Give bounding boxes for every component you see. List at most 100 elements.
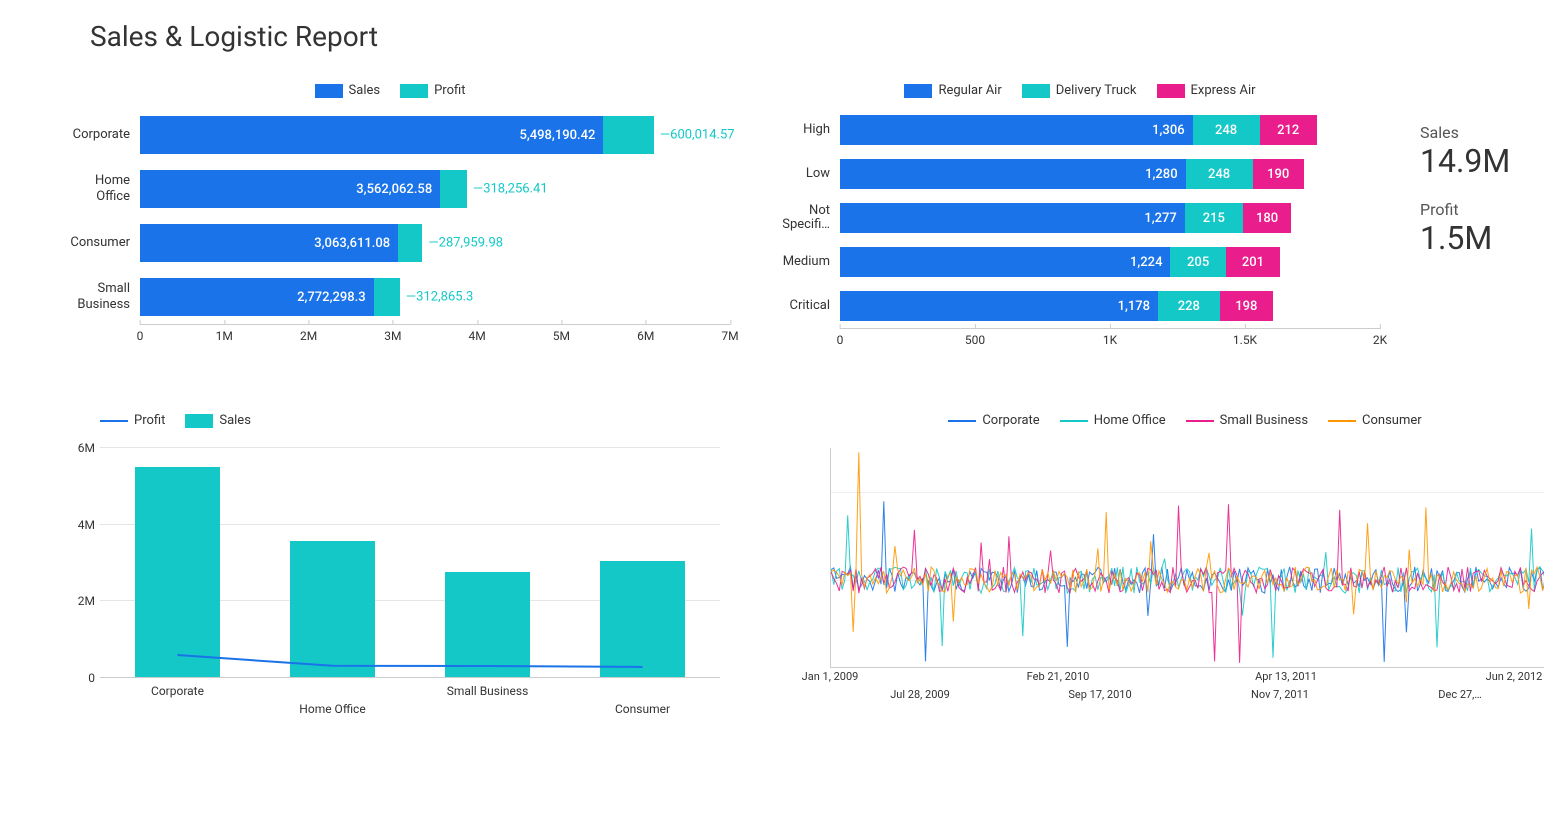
stacked-segment[interactable]: 228 xyxy=(1158,291,1220,321)
timeseries-lines xyxy=(831,448,1544,668)
legend-item[interactable]: Sales xyxy=(315,83,381,98)
legend-item[interactable]: Regular Air xyxy=(904,83,1001,98)
legend-line-swatch xyxy=(100,420,128,422)
x-tick: 1M xyxy=(216,325,233,343)
x-tick: 4M xyxy=(469,325,486,343)
kpi-value: 1.5M xyxy=(1420,219,1544,257)
legend-swatch xyxy=(1157,84,1185,98)
combo-legend: Profit Sales xyxy=(100,413,740,428)
legend-label: Delivery Truck xyxy=(1056,83,1137,98)
sales-bar[interactable]: 3,063,611.08 xyxy=(140,224,398,262)
dashboard-grid: Sales Profit Corporate 5,498,190.42 —600… xyxy=(40,83,1504,753)
legend-swatch xyxy=(904,84,932,98)
x-tick: 2M xyxy=(300,325,317,343)
legend-label: Home Office xyxy=(1094,413,1166,428)
legend-item[interactable]: Delivery Truck xyxy=(1022,83,1137,98)
x-label: Small Business xyxy=(447,684,529,698)
profit-bar[interactable] xyxy=(374,278,400,316)
stacked-segment[interactable]: 198 xyxy=(1220,291,1273,321)
stacked-segment[interactable]: 1,306 xyxy=(840,115,1193,145)
legend-item[interactable]: Consumer xyxy=(1328,413,1422,428)
profit-label: —600,014.57 xyxy=(660,128,735,143)
legend-label: Small Business xyxy=(1220,413,1308,428)
stacked-segment[interactable]: 1,224 xyxy=(840,247,1170,277)
stacked-segment[interactable]: 1,178 xyxy=(840,291,1158,321)
kpi-panel: Sales 14.9M Profit 1.5M xyxy=(1420,83,1544,393)
legend-swatch xyxy=(185,414,213,428)
legend-item[interactable]: Corporate xyxy=(948,413,1039,428)
x-label: Corporate xyxy=(151,684,204,698)
kpi-label: Sales xyxy=(1420,123,1544,142)
legend-swatch xyxy=(315,84,343,98)
x-tick: 7M xyxy=(721,325,738,343)
priority-category: Not Specifi… xyxy=(770,204,840,233)
legend-label: Sales xyxy=(219,413,251,428)
legend-item[interactable]: Small Business xyxy=(1186,413,1308,428)
kpi: Profit 1.5M xyxy=(1420,200,1544,257)
priority-category: High xyxy=(770,123,840,137)
x-label: Home Office xyxy=(299,702,365,716)
stacked-segment[interactable]: 205 xyxy=(1170,247,1225,277)
segment-chart: Sales Profit Corporate 5,498,190.42 —600… xyxy=(40,83,740,393)
profit-bar[interactable] xyxy=(440,170,467,208)
baseline xyxy=(100,677,720,678)
x-tick: Jul 28, 2009 xyxy=(890,688,950,701)
timeseries-chart: Corporate Home Office Small Business Con… xyxy=(770,413,1544,753)
segment-category: SmallBusiness xyxy=(40,281,140,312)
profit-bar[interactable] xyxy=(603,116,654,154)
x-tick: 3M xyxy=(384,325,401,343)
legend-swatch xyxy=(400,84,428,98)
priority-category: Critical xyxy=(770,299,840,313)
stacked-segment[interactable]: 212 xyxy=(1260,115,1317,145)
x-tick: Jun 2, 2012 xyxy=(1486,670,1543,683)
stacked-segment[interactable]: 201 xyxy=(1226,247,1280,277)
profit-label: —287,959.98 xyxy=(428,236,503,251)
stacked-segment[interactable]: 180 xyxy=(1243,203,1292,233)
priority-legend: Regular Air Delivery Truck Express Air xyxy=(770,83,1390,98)
legend-item[interactable]: Profit xyxy=(100,413,165,428)
stacked-segment[interactable]: 248 xyxy=(1186,159,1253,189)
stacked-segment[interactable]: 215 xyxy=(1185,203,1243,233)
segment-legend: Sales Profit xyxy=(40,83,740,98)
x-tick: 0 xyxy=(137,325,144,343)
y-tick: 2M xyxy=(50,594,95,608)
legend-line-swatch xyxy=(1328,420,1356,422)
kpi-label: Profit xyxy=(1420,200,1544,219)
priority-row: Low 1,280248190 xyxy=(770,152,1390,196)
x-tick: 5M xyxy=(553,325,570,343)
stacked-segment[interactable]: 1,280 xyxy=(840,159,1186,189)
segment-category: HomeOffice xyxy=(40,173,140,204)
legend-item[interactable]: Home Office xyxy=(1060,413,1166,428)
profit-line xyxy=(100,448,720,678)
y-tick: 4M xyxy=(50,518,95,532)
sales-bar[interactable]: 2,772,298.3 xyxy=(140,278,374,316)
x-tick: Nov 7, 2011 xyxy=(1251,688,1309,701)
priority-row: Critical 1,178228198 xyxy=(770,284,1390,328)
priority-row: Medium 1,224205201 xyxy=(770,240,1390,284)
sales-bar[interactable]: 5,498,190.42 xyxy=(140,116,603,154)
stacked-segment[interactable]: 1,277 xyxy=(840,203,1185,233)
legend-line-swatch xyxy=(1060,420,1088,422)
x-tick: 1.5K xyxy=(1233,329,1257,347)
legend-label: Regular Air xyxy=(938,83,1001,98)
kpi: Sales 14.9M xyxy=(1420,123,1544,180)
legend-item[interactable]: Profit xyxy=(400,83,465,98)
legend-label: Sales xyxy=(349,83,381,98)
segment-row: HomeOffice 3,562,062.58 —318,256.41 xyxy=(40,162,740,216)
kpi-value: 14.9M xyxy=(1420,142,1544,180)
priority-chart: Regular Air Delivery Truck Express Air H… xyxy=(770,83,1390,393)
y-tick: 6M xyxy=(50,441,95,455)
legend-item[interactable]: Sales xyxy=(185,413,251,428)
x-tick: Dec 27,… xyxy=(1438,688,1481,701)
legend-item[interactable]: Express Air xyxy=(1157,83,1256,98)
priority-category: Medium xyxy=(770,255,840,269)
x-tick: Jan 1, 2009 xyxy=(802,670,859,683)
sales-bar[interactable]: 3,562,062.58 xyxy=(140,170,440,208)
priority-category: Low xyxy=(770,167,840,181)
stacked-segment[interactable]: 190 xyxy=(1253,159,1304,189)
x-tick: Sep 17, 2010 xyxy=(1068,688,1131,701)
x-tick: Feb 21, 2010 xyxy=(1027,670,1090,683)
profit-bar[interactable] xyxy=(398,224,422,262)
y-tick: 0 xyxy=(50,671,95,685)
stacked-segment[interactable]: 248 xyxy=(1193,115,1260,145)
